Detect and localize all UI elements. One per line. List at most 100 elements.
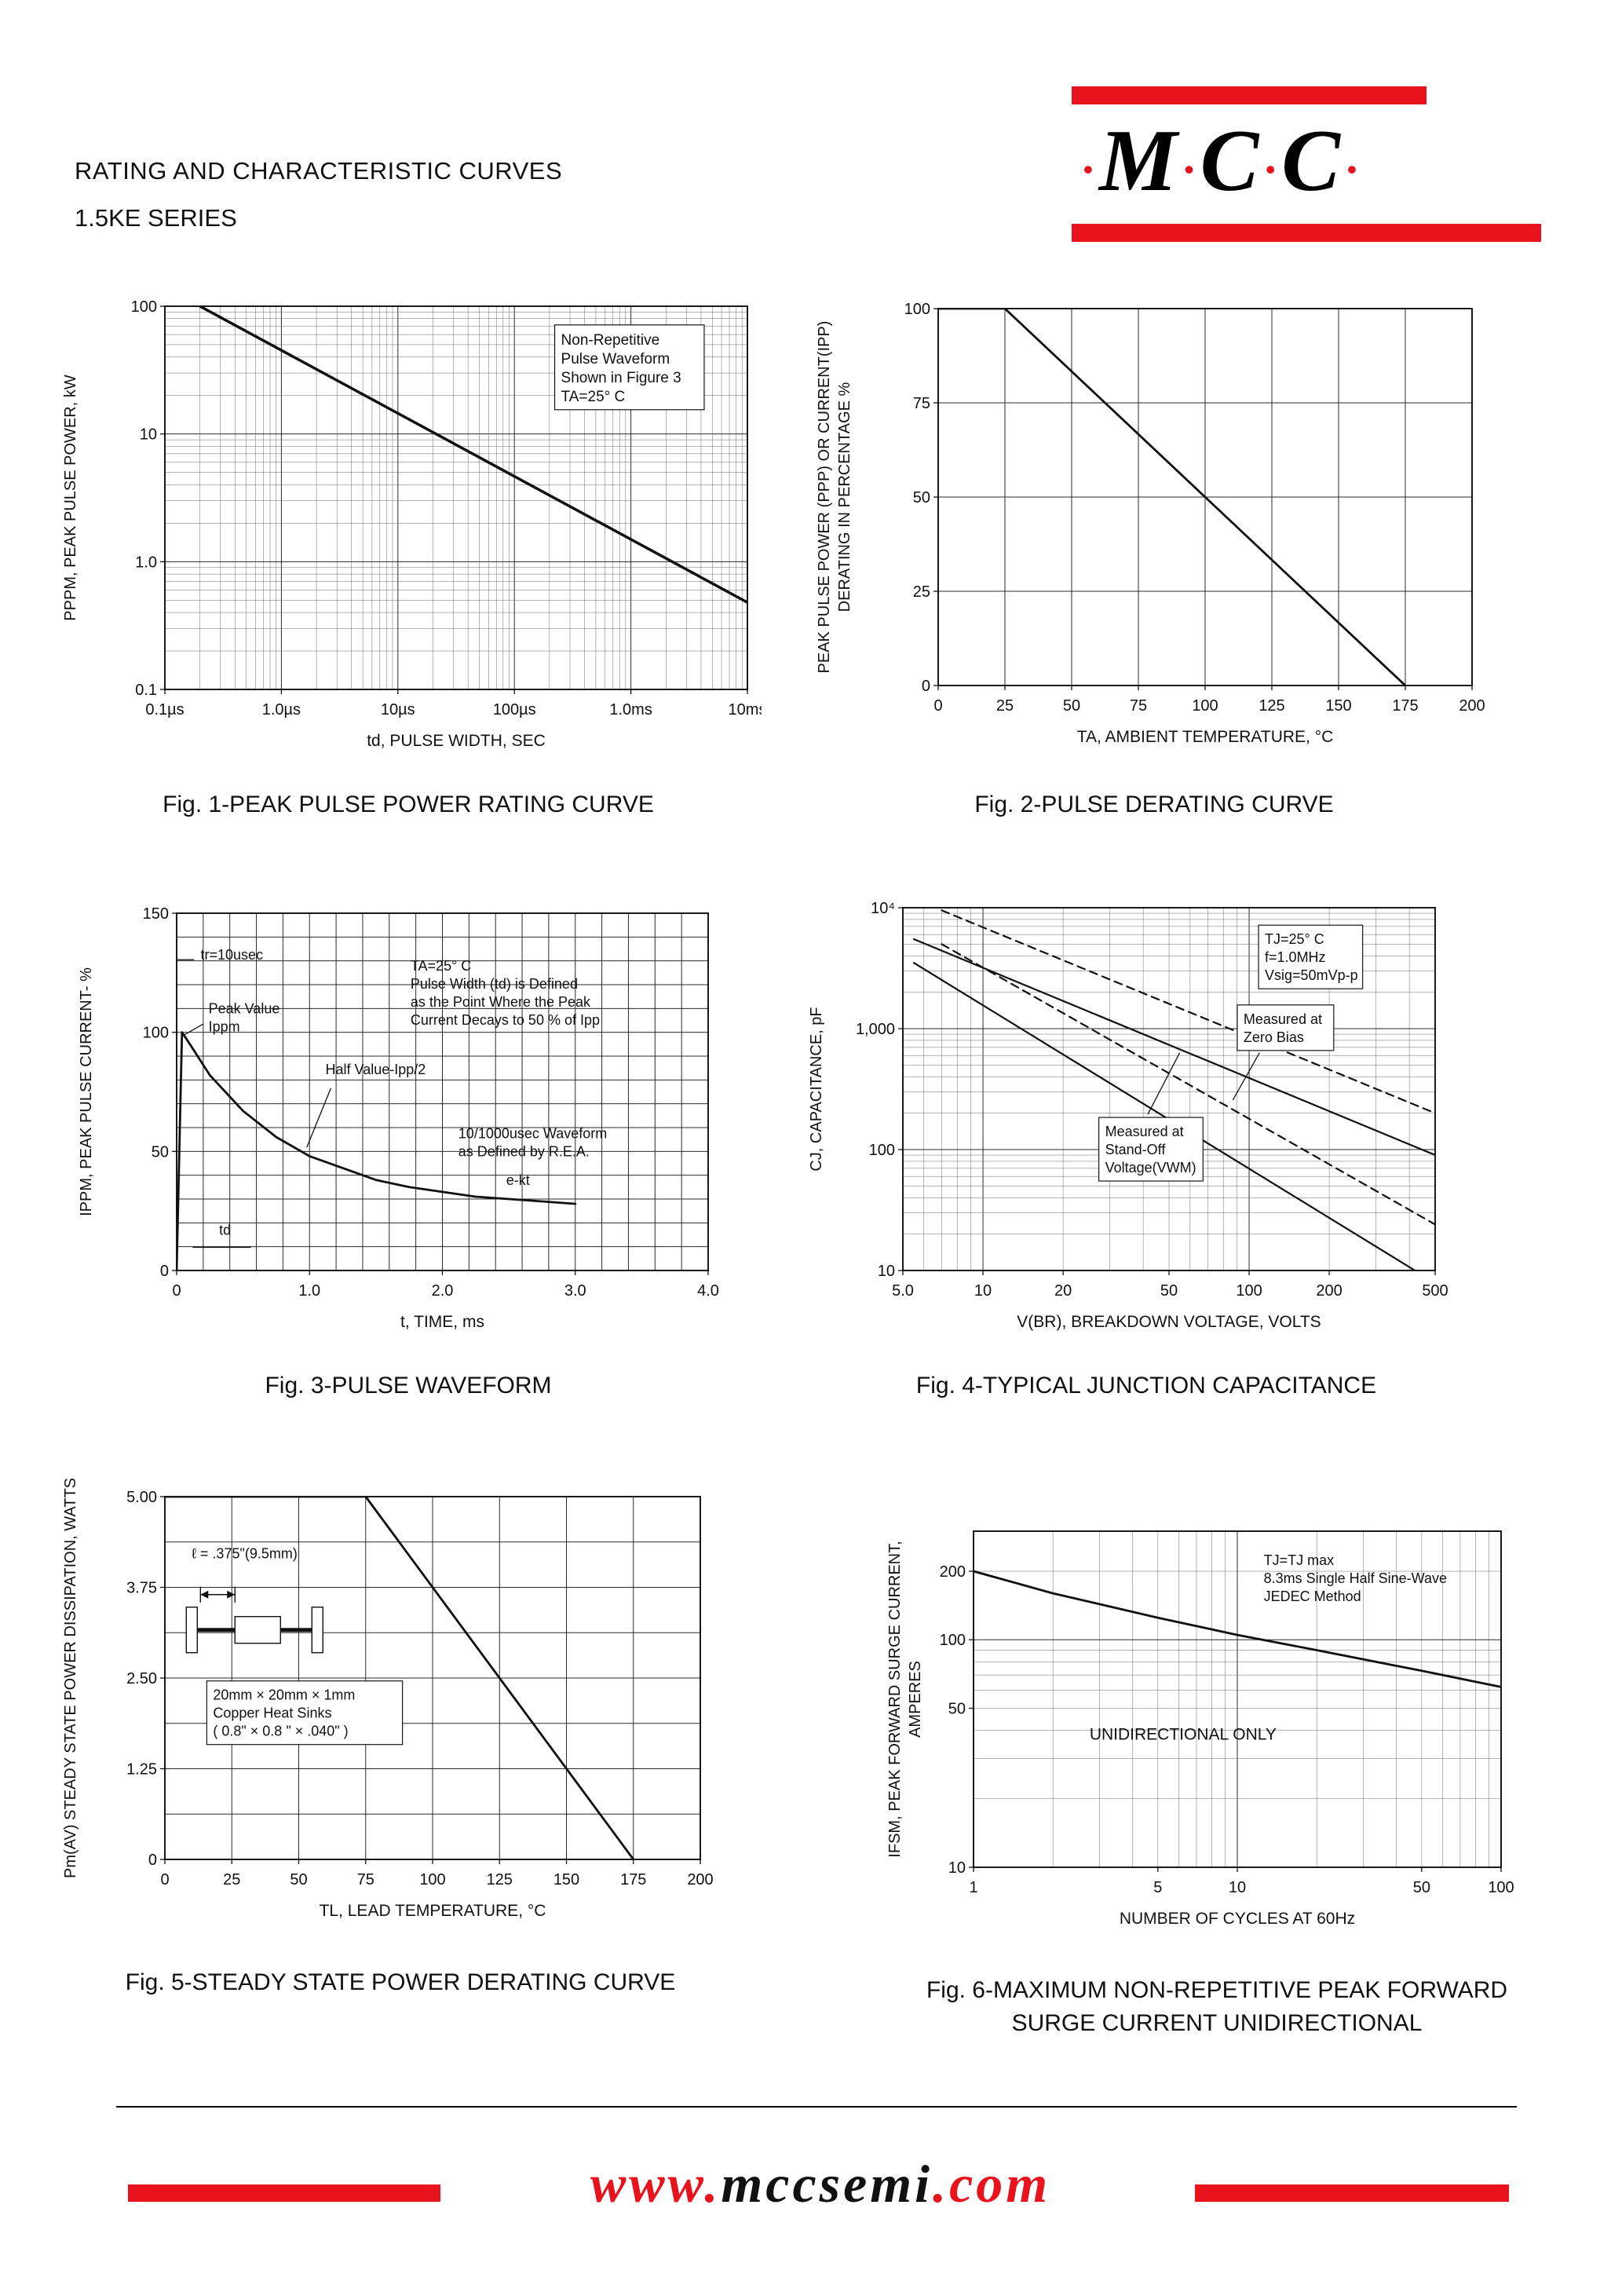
svg-text:CJ, CAPACITANCE, pF: CJ, CAPACITANCE, pF xyxy=(808,1007,825,1171)
svg-text:tr=10usec: tr=10usec xyxy=(200,947,263,963)
logo-text: ·M·C·C· xyxy=(1078,104,1551,219)
svg-text:f=1.0MHz: f=1.0MHz xyxy=(1265,949,1326,965)
svg-text:0: 0 xyxy=(148,1852,157,1869)
svg-text:ℓ = .375"(9.5mm): ℓ = .375"(9.5mm) xyxy=(192,1546,298,1562)
svg-text:5: 5 xyxy=(1153,1879,1162,1896)
svg-text:200: 200 xyxy=(940,1563,966,1581)
svg-text:Peak Value: Peak Value xyxy=(209,1000,280,1016)
svg-text:50: 50 xyxy=(1413,1879,1430,1896)
svg-text:td, PULSE WIDTH, SEC: td, PULSE WIDTH, SEC xyxy=(367,732,546,750)
svg-text:1.0ms: 1.0ms xyxy=(609,701,652,718)
svg-text:10: 10 xyxy=(140,426,157,444)
svg-text:75: 75 xyxy=(913,395,930,412)
svg-text:100: 100 xyxy=(1488,1879,1514,1896)
svg-text:Vsig=50mVp-p: Vsig=50mVp-p xyxy=(1265,967,1358,983)
svg-text:10: 10 xyxy=(974,1282,992,1300)
svg-text:100: 100 xyxy=(940,1632,966,1649)
svg-text:Ippm: Ippm xyxy=(209,1018,240,1034)
page-title: RATING AND CHARACTERISTIC CURVES xyxy=(75,157,563,185)
figure-3: 0 1.0 2.0 3.0 4.0 0 50 100 150 t, TIME, ms IPPM, P… xyxy=(71,886,746,1399)
svg-text:as Defined by R.E.A.: as Defined by R.E.A. xyxy=(458,1144,590,1160)
svg-text:Pulse Width (td) is Defined: Pulse Width (td) is Defined xyxy=(411,976,578,992)
footer-right-bar xyxy=(1195,2184,1509,2202)
logo-top-bar xyxy=(1072,86,1427,104)
svg-text:Current Decays to 50 % of Ipp: Current Decays to 50 % of Ipp xyxy=(411,1012,600,1028)
svg-text:TJ=TJ max: TJ=TJ max xyxy=(1264,1552,1335,1568)
svg-text:10/1000usec Waveform: 10/1000usec Waveform xyxy=(458,1126,607,1142)
svg-text:IFSM, PEAK FORWARD SURGE CURRE: IFSM, PEAK FORWARD SURGE CURRENT, xyxy=(886,1541,904,1857)
svg-text:5.0: 5.0 xyxy=(892,1282,914,1300)
svg-text:TA, AMBIENT TEMPERATURE, °C: TA, AMBIENT TEMPERATURE, °C xyxy=(1077,728,1334,746)
svg-text:50: 50 xyxy=(1063,697,1080,715)
svg-text:150: 150 xyxy=(553,1871,579,1888)
logo-bottom-bar xyxy=(1072,223,1541,242)
figure-6-caption: Fig. 6-MAXIMUM NON-REPETITIVE PEAK FORWA… xyxy=(926,1977,1508,2003)
figure-5-chart: 0 25 50 75 100 125 150 175 200 0 1.25 2.50 3.75 5.00 T… xyxy=(55,1475,746,1961)
svg-text:Measured at: Measured at xyxy=(1244,1011,1322,1027)
svg-text:Stand-Off: Stand-Off xyxy=(1105,1142,1167,1157)
figure-4: 5.0 10 20 50 100 200 500 10 100 1,000 10⁴ V(BR), BR… xyxy=(801,878,1492,1399)
svg-text:100µs: 100µs xyxy=(493,701,536,718)
logo-dot: · xyxy=(1264,144,1278,196)
svg-text:td: td xyxy=(219,1223,231,1238)
fig5-svg: 0 25 50 75 100 125 150 175 200 0 1.25 2.50 3.75 5.00 T… xyxy=(62,1478,714,1920)
svg-text:t, TIME, ms: t, TIME, ms xyxy=(400,1313,484,1331)
svg-text:0: 0 xyxy=(172,1282,181,1300)
logo-letter-c2: C xyxy=(1281,112,1342,210)
svg-text:2.0: 2.0 xyxy=(432,1282,454,1300)
svg-text:100: 100 xyxy=(904,301,930,318)
svg-text:AMPERES: AMPERES xyxy=(907,1661,924,1738)
logo-letter-m: M xyxy=(1099,112,1179,210)
svg-text:Pulse Waveform: Pulse Waveform xyxy=(561,351,670,367)
svg-text:1,000: 1,000 xyxy=(856,1021,895,1038)
svg-text:2.50: 2.50 xyxy=(126,1670,157,1687)
svg-text:50: 50 xyxy=(948,1700,966,1717)
figure-1: 0.1µs 1.0µs 10µs 100µs 1.0ms 10ms 0.1 1.0 10 100 t… xyxy=(55,289,766,818)
footer-left-bar xyxy=(128,2184,440,2202)
figure-2: 0 25 50 75 100 125 150 175 200 0 25 50 75 100 TA, AMBI… xyxy=(809,289,1500,818)
svg-text:150: 150 xyxy=(143,905,169,923)
figure-2-caption: Fig. 2-PULSE DERATING CURVE xyxy=(974,792,1334,817)
svg-text:20mm × 20mm × 1mm: 20mm × 20mm × 1mm xyxy=(213,1687,355,1703)
figure-5: 0 25 50 75 100 125 150 175 200 0 1.25 2.50 3.75 5.00 T… xyxy=(55,1475,746,1996)
figure-2-chart: 0 25 50 75 100 125 150 175 200 0 25 50 75 100 TA, AMBI… xyxy=(809,289,1500,784)
svg-text:50: 50 xyxy=(1160,1282,1178,1300)
svg-text:500: 500 xyxy=(1422,1282,1448,1300)
svg-text:200: 200 xyxy=(687,1871,713,1888)
svg-text:1: 1 xyxy=(969,1879,977,1896)
figure-3-chart: 0 1.0 2.0 3.0 4.0 0 50 100 150 t, TIME, ms IPPM, P… xyxy=(71,886,746,1365)
figure-5-caption: Fig. 5-STEADY STATE POWER DERATING CURVE xyxy=(125,1969,676,1995)
footer-url-suffix: .com xyxy=(933,2154,1051,2214)
svg-text:0.1: 0.1 xyxy=(135,682,157,699)
svg-text:10: 10 xyxy=(948,1859,966,1877)
svg-text:0: 0 xyxy=(160,1871,169,1888)
svg-text:200: 200 xyxy=(1316,1282,1342,1300)
series-title: 1.5KE SERIES xyxy=(75,204,237,232)
svg-text:10µs: 10µs xyxy=(381,701,415,718)
svg-text:Shown in Figure 3: Shown in Figure 3 xyxy=(561,370,681,386)
svg-text:10⁴: 10⁴ xyxy=(871,900,895,917)
svg-text:TJ=25° C: TJ=25° C xyxy=(1265,931,1324,947)
footer-url: www.mccsemi.com xyxy=(451,2153,1189,2215)
svg-text:200: 200 xyxy=(1459,697,1485,715)
svg-text:PEAK PULSE POWER (PPP) OR CURR: PEAK PULSE POWER (PPP) OR CURRENT(IPP) xyxy=(816,321,833,674)
svg-text:Half Value-Ipp/2: Half Value-Ipp/2 xyxy=(326,1062,426,1077)
svg-text:3.0: 3.0 xyxy=(564,1282,586,1300)
svg-text:150: 150 xyxy=(1325,697,1351,715)
fig6-svg: 1 5 10 50 100 10 50 100 200 NUMBER OF CYCLES AT 6… xyxy=(886,1530,1514,1928)
fig2-svg: 0 25 50 75 100 125 150 175 200 0 25 50 75 100 TA, AMBI… xyxy=(816,301,1485,746)
svg-text:25: 25 xyxy=(223,1871,240,1888)
svg-text:50: 50 xyxy=(152,1143,169,1161)
svg-text:75: 75 xyxy=(1130,697,1147,715)
svg-text:20: 20 xyxy=(1054,1282,1072,1300)
svg-text:e-kt: e-kt xyxy=(506,1172,530,1188)
svg-text:Measured at: Measured at xyxy=(1105,1124,1184,1139)
figure-1-chart: 0.1µs 1.0µs 10µs 100µs 1.0ms 10ms 0.1 1.0 10 100 t… xyxy=(55,289,766,784)
svg-text:75: 75 xyxy=(357,1871,374,1888)
svg-text:TA=25° C: TA=25° C xyxy=(411,958,471,974)
footer-url-prefix: www. xyxy=(590,2154,721,2214)
logo-dot: · xyxy=(1346,144,1359,196)
svg-text:4.0: 4.0 xyxy=(697,1282,719,1300)
svg-text:3.75: 3.75 xyxy=(126,1580,157,1597)
svg-text:100: 100 xyxy=(869,1142,895,1159)
